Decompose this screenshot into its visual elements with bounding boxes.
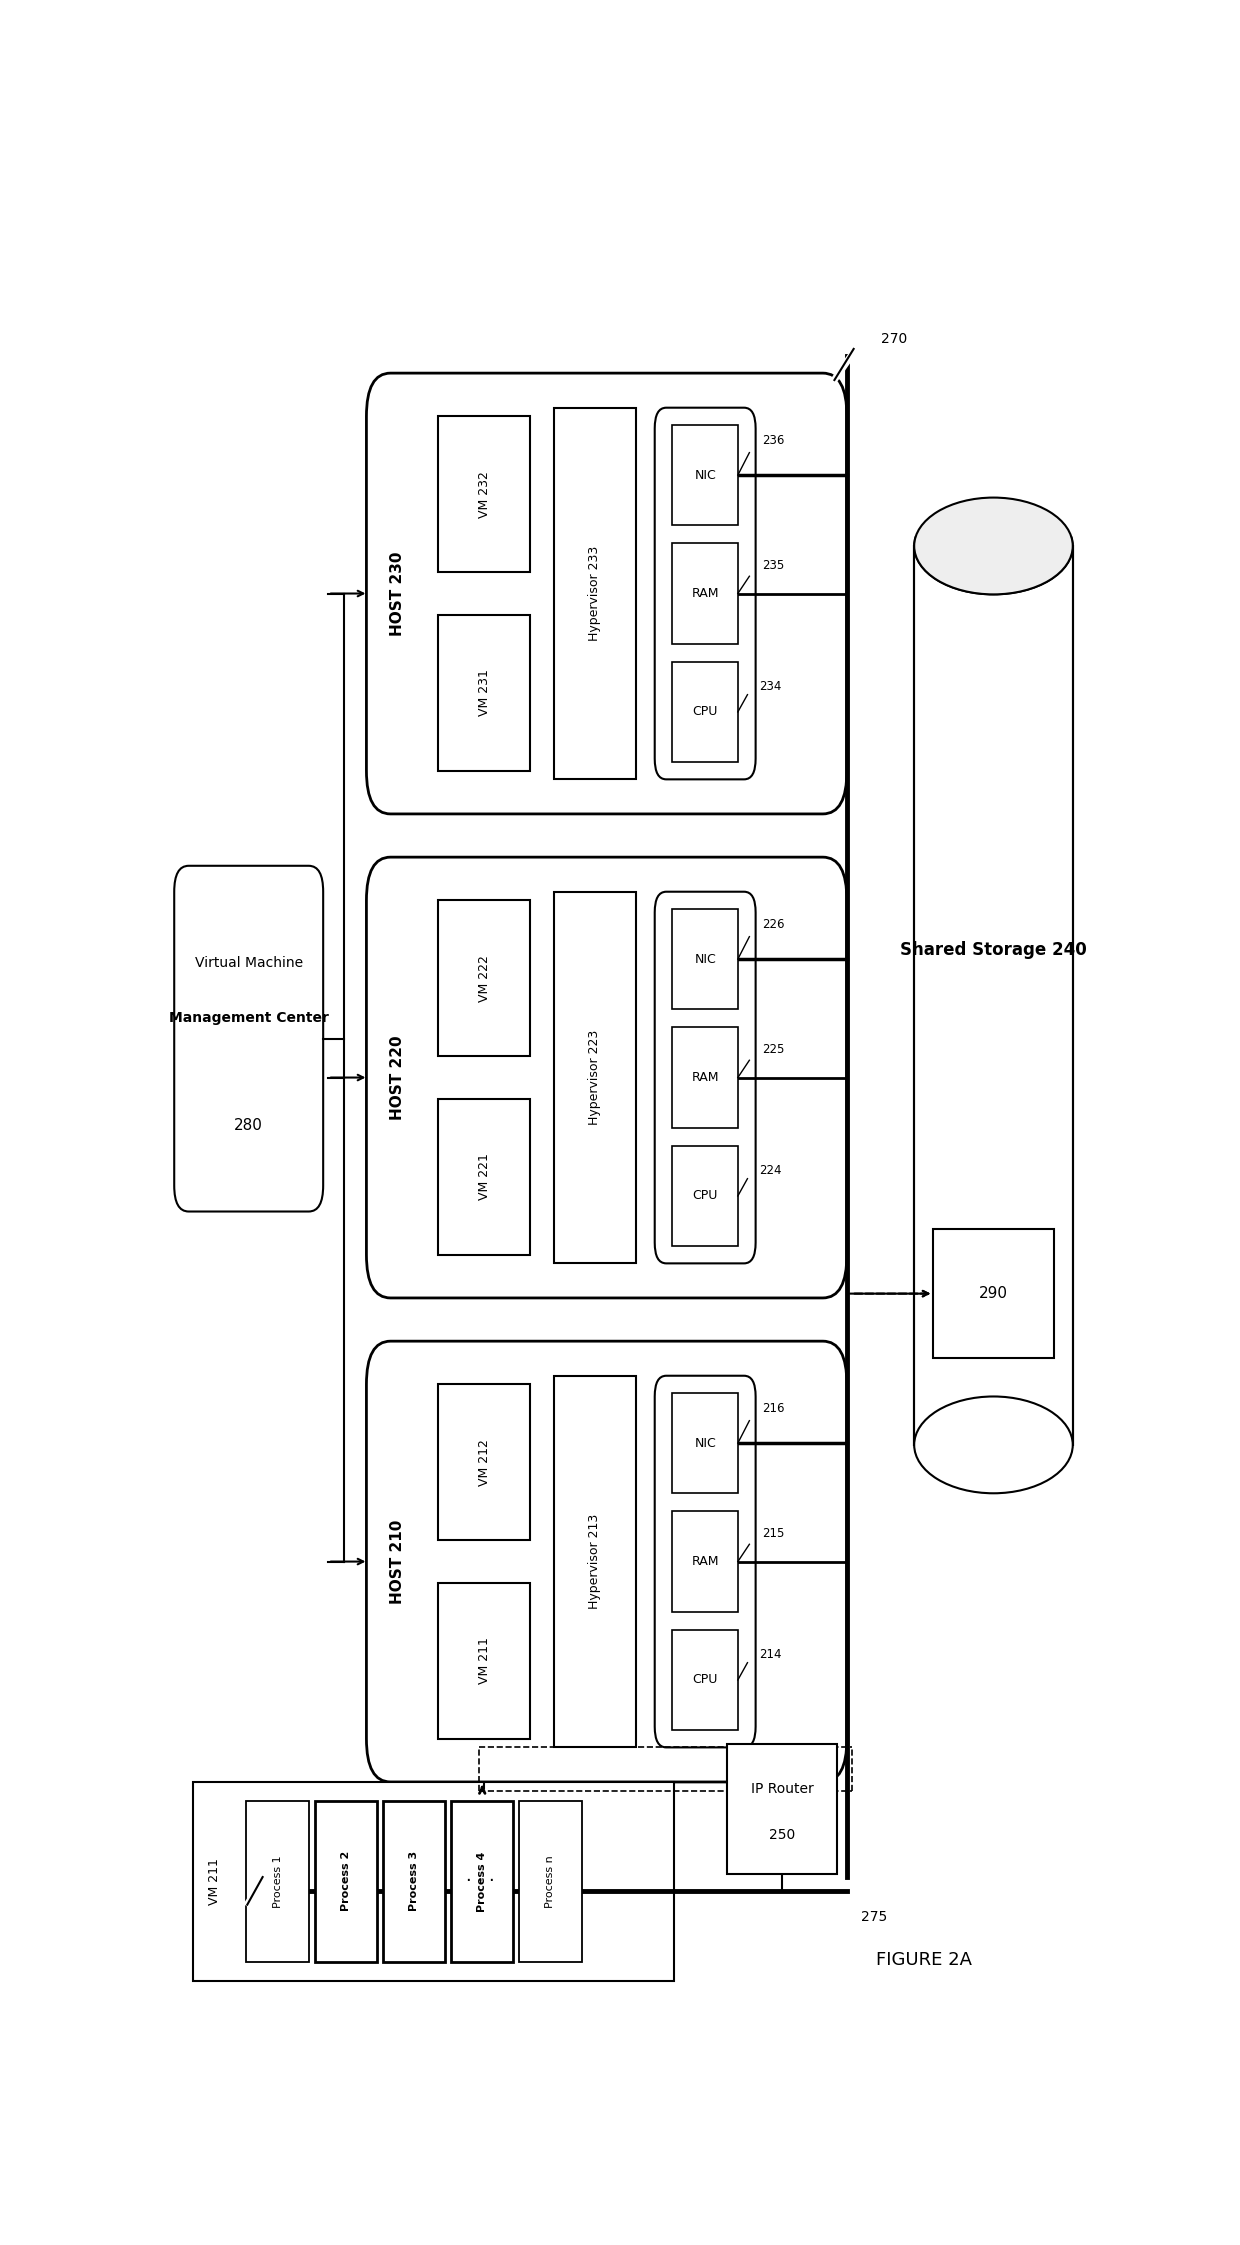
Bar bbox=[672, 1630, 738, 1731]
Text: Hypervisor 223: Hypervisor 223 bbox=[588, 1030, 601, 1125]
FancyBboxPatch shape bbox=[655, 1376, 755, 1747]
Text: 280: 280 bbox=[234, 1118, 263, 1131]
Text: Process 4: Process 4 bbox=[477, 1852, 487, 1910]
Bar bbox=[672, 909, 738, 1010]
Text: Shared Storage 240: Shared Storage 240 bbox=[900, 941, 1086, 959]
Bar bbox=[554, 891, 635, 1264]
FancyBboxPatch shape bbox=[367, 373, 847, 815]
Bar bbox=[554, 1376, 635, 1747]
Text: IP Router: IP Router bbox=[750, 1783, 813, 1796]
Text: HOST 210: HOST 210 bbox=[389, 1520, 404, 1603]
Text: HOST 230: HOST 230 bbox=[389, 552, 404, 635]
Bar bbox=[439, 1100, 529, 1255]
Text: VM 212: VM 212 bbox=[477, 1439, 491, 1486]
Bar bbox=[934, 1228, 1054, 1358]
Text: RAM: RAM bbox=[692, 1071, 719, 1084]
Text: 234: 234 bbox=[759, 680, 781, 691]
Text: 214: 214 bbox=[759, 1648, 781, 1661]
Text: CPU: CPU bbox=[692, 705, 718, 718]
Text: Process 3: Process 3 bbox=[409, 1852, 419, 1910]
Bar bbox=[439, 615, 529, 770]
Text: VM 221: VM 221 bbox=[477, 1154, 491, 1201]
Text: Hypervisor 233: Hypervisor 233 bbox=[588, 546, 601, 642]
FancyBboxPatch shape bbox=[655, 409, 755, 779]
Bar bbox=[727, 1744, 837, 1875]
FancyBboxPatch shape bbox=[174, 867, 324, 1212]
FancyBboxPatch shape bbox=[655, 891, 755, 1264]
Text: 290: 290 bbox=[978, 1286, 1008, 1302]
Text: 235: 235 bbox=[761, 559, 784, 572]
Text: 236: 236 bbox=[761, 433, 784, 447]
Text: 250: 250 bbox=[769, 1827, 795, 1841]
Text: VM 232: VM 232 bbox=[477, 471, 491, 519]
Text: CPU: CPU bbox=[692, 1190, 718, 1203]
Text: NIC: NIC bbox=[694, 1437, 715, 1450]
Text: NIC: NIC bbox=[694, 952, 715, 965]
Text: Process n: Process n bbox=[546, 1854, 556, 1908]
Text: 270: 270 bbox=[880, 332, 906, 346]
Text: FIGURE 2A: FIGURE 2A bbox=[875, 1951, 972, 1969]
Bar bbox=[672, 424, 738, 525]
Bar bbox=[915, 476, 1071, 548]
Bar bbox=[672, 1145, 738, 1246]
Bar bbox=[520, 1800, 582, 1962]
Ellipse shape bbox=[914, 1396, 1073, 1493]
Bar bbox=[672, 1028, 738, 1127]
Bar bbox=[439, 1385, 529, 1540]
Text: Virtual Machine: Virtual Machine bbox=[195, 956, 303, 970]
Text: 216: 216 bbox=[761, 1403, 785, 1414]
Bar bbox=[554, 409, 635, 779]
Ellipse shape bbox=[914, 498, 1073, 595]
Text: RAM: RAM bbox=[692, 586, 719, 599]
Text: Management Center: Management Center bbox=[169, 1010, 329, 1026]
Text: VM 222: VM 222 bbox=[477, 954, 491, 1001]
Text: RAM: RAM bbox=[692, 1556, 719, 1567]
Bar bbox=[672, 662, 738, 761]
Bar bbox=[193, 1783, 675, 1980]
Text: 226: 226 bbox=[761, 918, 785, 932]
Bar bbox=[672, 543, 738, 644]
Text: 225: 225 bbox=[761, 1044, 784, 1057]
Bar bbox=[451, 1800, 513, 1962]
Text: 275: 275 bbox=[862, 1910, 888, 1924]
Bar bbox=[672, 1392, 738, 1493]
Bar bbox=[247, 1800, 309, 1962]
Bar bbox=[315, 1800, 377, 1962]
Text: 224: 224 bbox=[759, 1163, 781, 1176]
Text: Process 2: Process 2 bbox=[341, 1852, 351, 1910]
Text: NIC: NIC bbox=[694, 469, 715, 483]
Text: · · ·: · · · bbox=[466, 1872, 495, 1890]
Bar bbox=[672, 1511, 738, 1612]
Bar bbox=[439, 1583, 529, 1738]
Text: 215: 215 bbox=[761, 1527, 784, 1540]
Ellipse shape bbox=[914, 498, 1073, 595]
Bar bbox=[439, 900, 529, 1055]
Text: HOST 220: HOST 220 bbox=[389, 1035, 404, 1120]
FancyBboxPatch shape bbox=[367, 1340, 847, 1783]
Text: VM 231: VM 231 bbox=[477, 669, 491, 716]
FancyBboxPatch shape bbox=[367, 858, 847, 1298]
Text: Process 1: Process 1 bbox=[273, 1854, 283, 1908]
Text: VM 211: VM 211 bbox=[208, 1859, 221, 1904]
Text: Hypervisor 213: Hypervisor 213 bbox=[588, 1513, 601, 1610]
Text: CPU: CPU bbox=[692, 1673, 718, 1686]
Bar bbox=[439, 415, 529, 572]
Text: VM 211: VM 211 bbox=[477, 1637, 491, 1684]
Bar bbox=[914, 546, 1073, 1446]
Bar bbox=[383, 1800, 445, 1962]
